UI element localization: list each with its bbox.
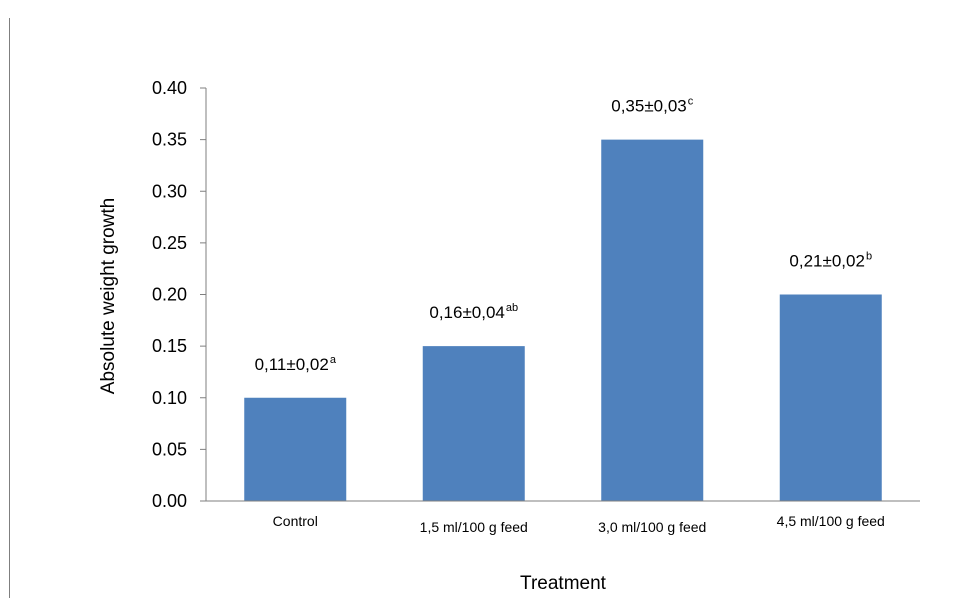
y-tick-label: 0.40 [152, 78, 187, 98]
data-label: 0,11±0,02a [255, 354, 337, 374]
x-tick-label: 4,5 ml/100 g feed [777, 513, 885, 529]
x-tick-label: 3,0 ml/100 g feed [598, 519, 706, 535]
y-tick-label: 0.30 [152, 181, 187, 201]
y-axis-title: Absolute weight growth [98, 198, 119, 394]
y-axis [200, 87, 920, 502]
data-label: 0,16±0,04ab [429, 302, 518, 322]
y-tick-label: 0.15 [152, 336, 187, 356]
y-tick-label: 0.00 [152, 491, 187, 511]
data-label: 0,35±0,03c [611, 96, 694, 116]
bar [601, 139, 704, 501]
x-tick-label: 1,5 ml/100 g feed [420, 519, 528, 535]
y-tick-label: 0.10 [152, 388, 187, 408]
data-label: 0,21±0,02b [789, 251, 872, 271]
y-tick-label: 0.35 [152, 130, 187, 150]
y-tick-label: 0.25 [152, 233, 187, 253]
x-tick-labels: Control 1,5 ml/100 g feed 3,0 ml/100 g fee… [273, 513, 885, 535]
x-tick-label: Control [273, 513, 318, 529]
bars-group [244, 139, 882, 501]
y-tick-label: 0.20 [152, 285, 187, 305]
bar [422, 346, 525, 501]
y-tick-labels: 0.00 0.05 0.10 0.15 0.20 0.25 0.30 0.35 0.40 [152, 78, 187, 511]
x-axis-title: Treatment [520, 573, 607, 594]
bar [779, 294, 882, 501]
data-labels: 0,11±0,02a 0,16±0,04ab 0,35±0,03c 0,21±0,02… [255, 96, 873, 374]
y-tick-label: 0.05 [152, 439, 187, 459]
bar [244, 397, 347, 501]
